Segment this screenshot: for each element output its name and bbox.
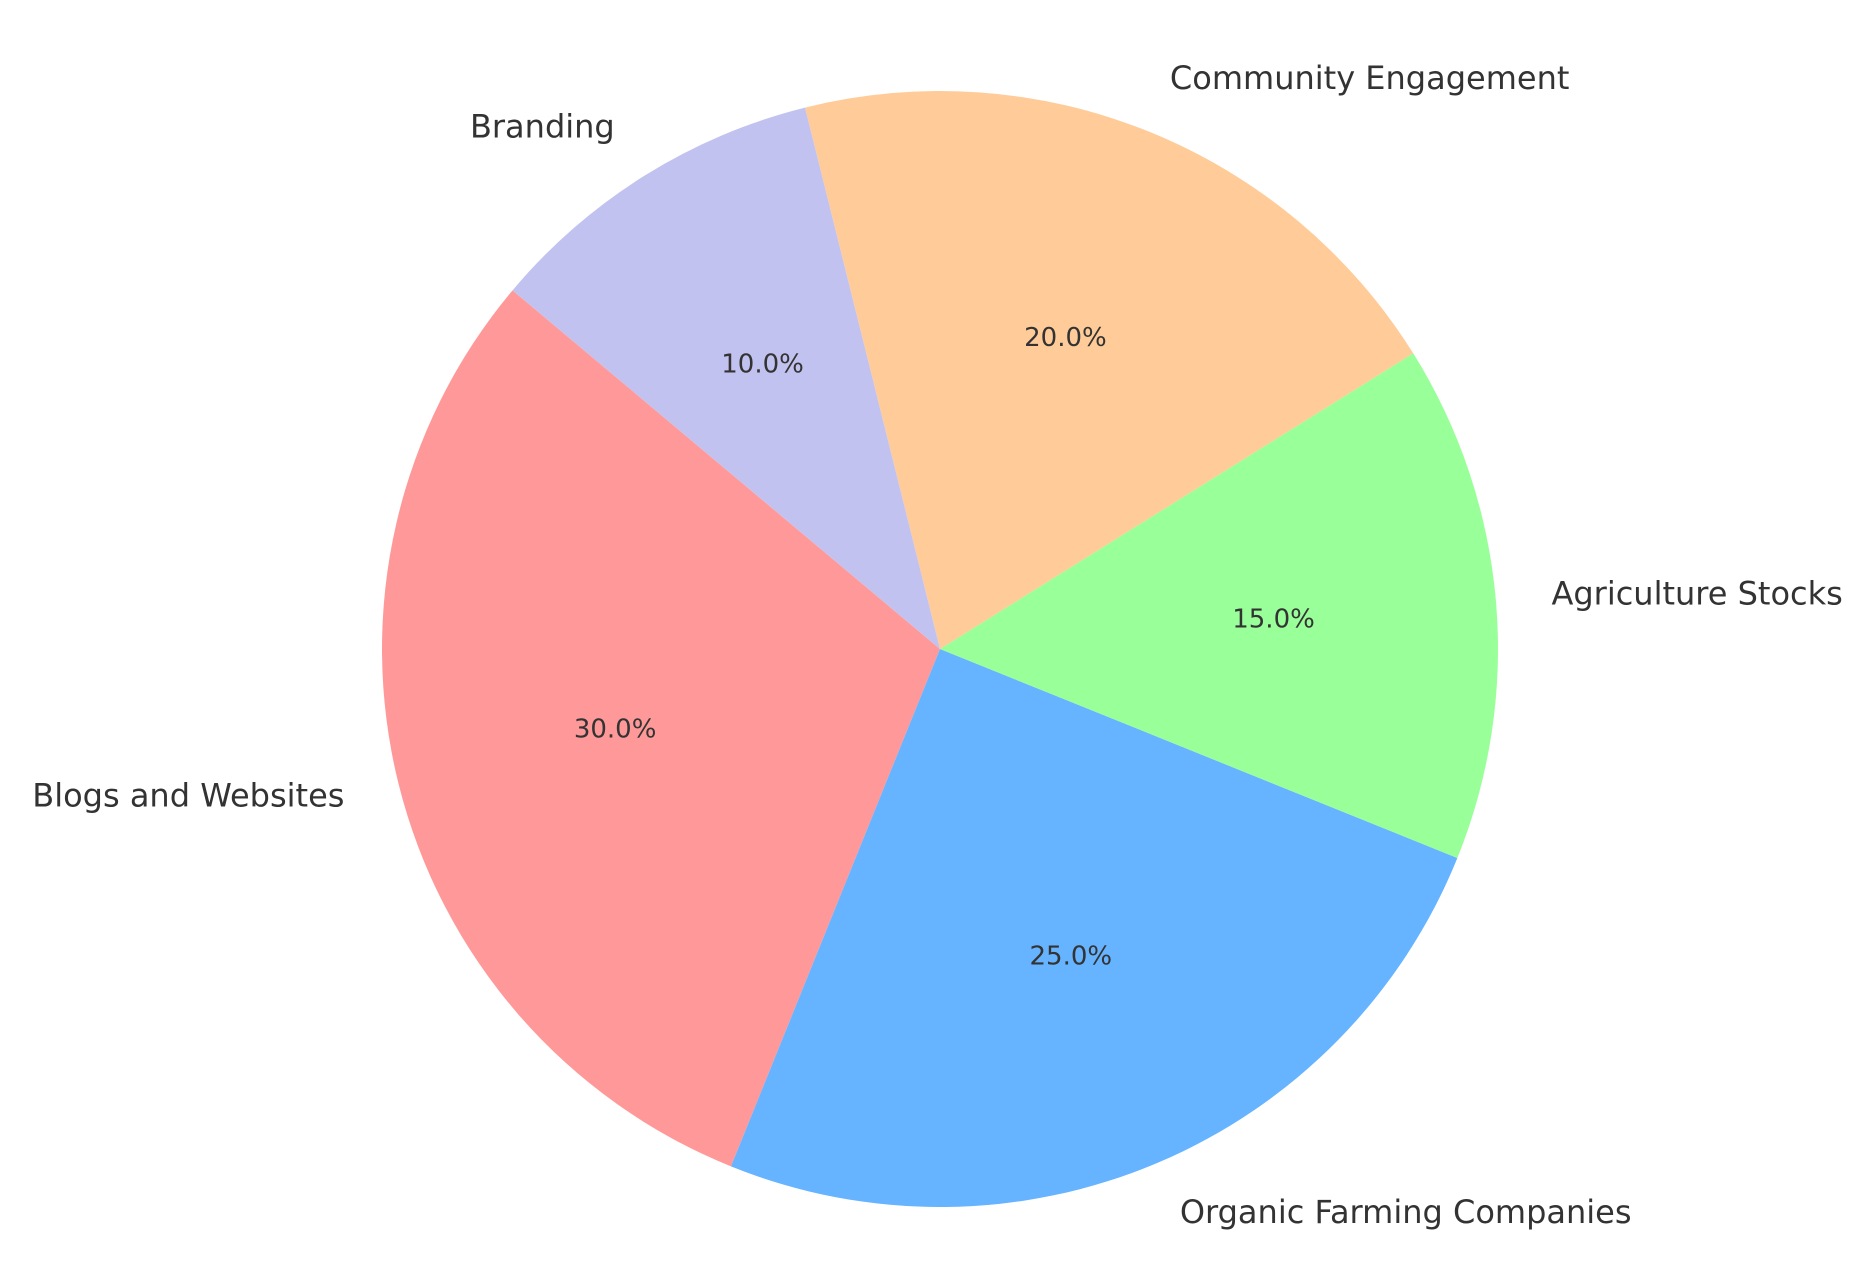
- pie-slice: [730, 649, 1458, 1207]
- slice-label: Branding: [470, 107, 615, 145]
- pie-slice: [805, 91, 1414, 650]
- percent-label: 20.0%: [1024, 323, 1107, 353]
- pie-slice: [382, 290, 940, 1167]
- pie-slice: [940, 353, 1498, 859]
- slice-label: Blogs and Websites: [32, 776, 344, 814]
- percent-label: 15.0%: [1232, 604, 1315, 634]
- percent-label: 25.0%: [1030, 942, 1113, 972]
- percent-label: 10.0%: [721, 350, 804, 380]
- slice-label: Organic Farming Companies: [1180, 1193, 1632, 1231]
- slice-label: Agriculture Stocks: [1551, 575, 1842, 613]
- pie-slice: [512, 107, 940, 650]
- slice-label: Community Engagement: [1170, 59, 1569, 97]
- percent-label: 30.0%: [574, 714, 657, 744]
